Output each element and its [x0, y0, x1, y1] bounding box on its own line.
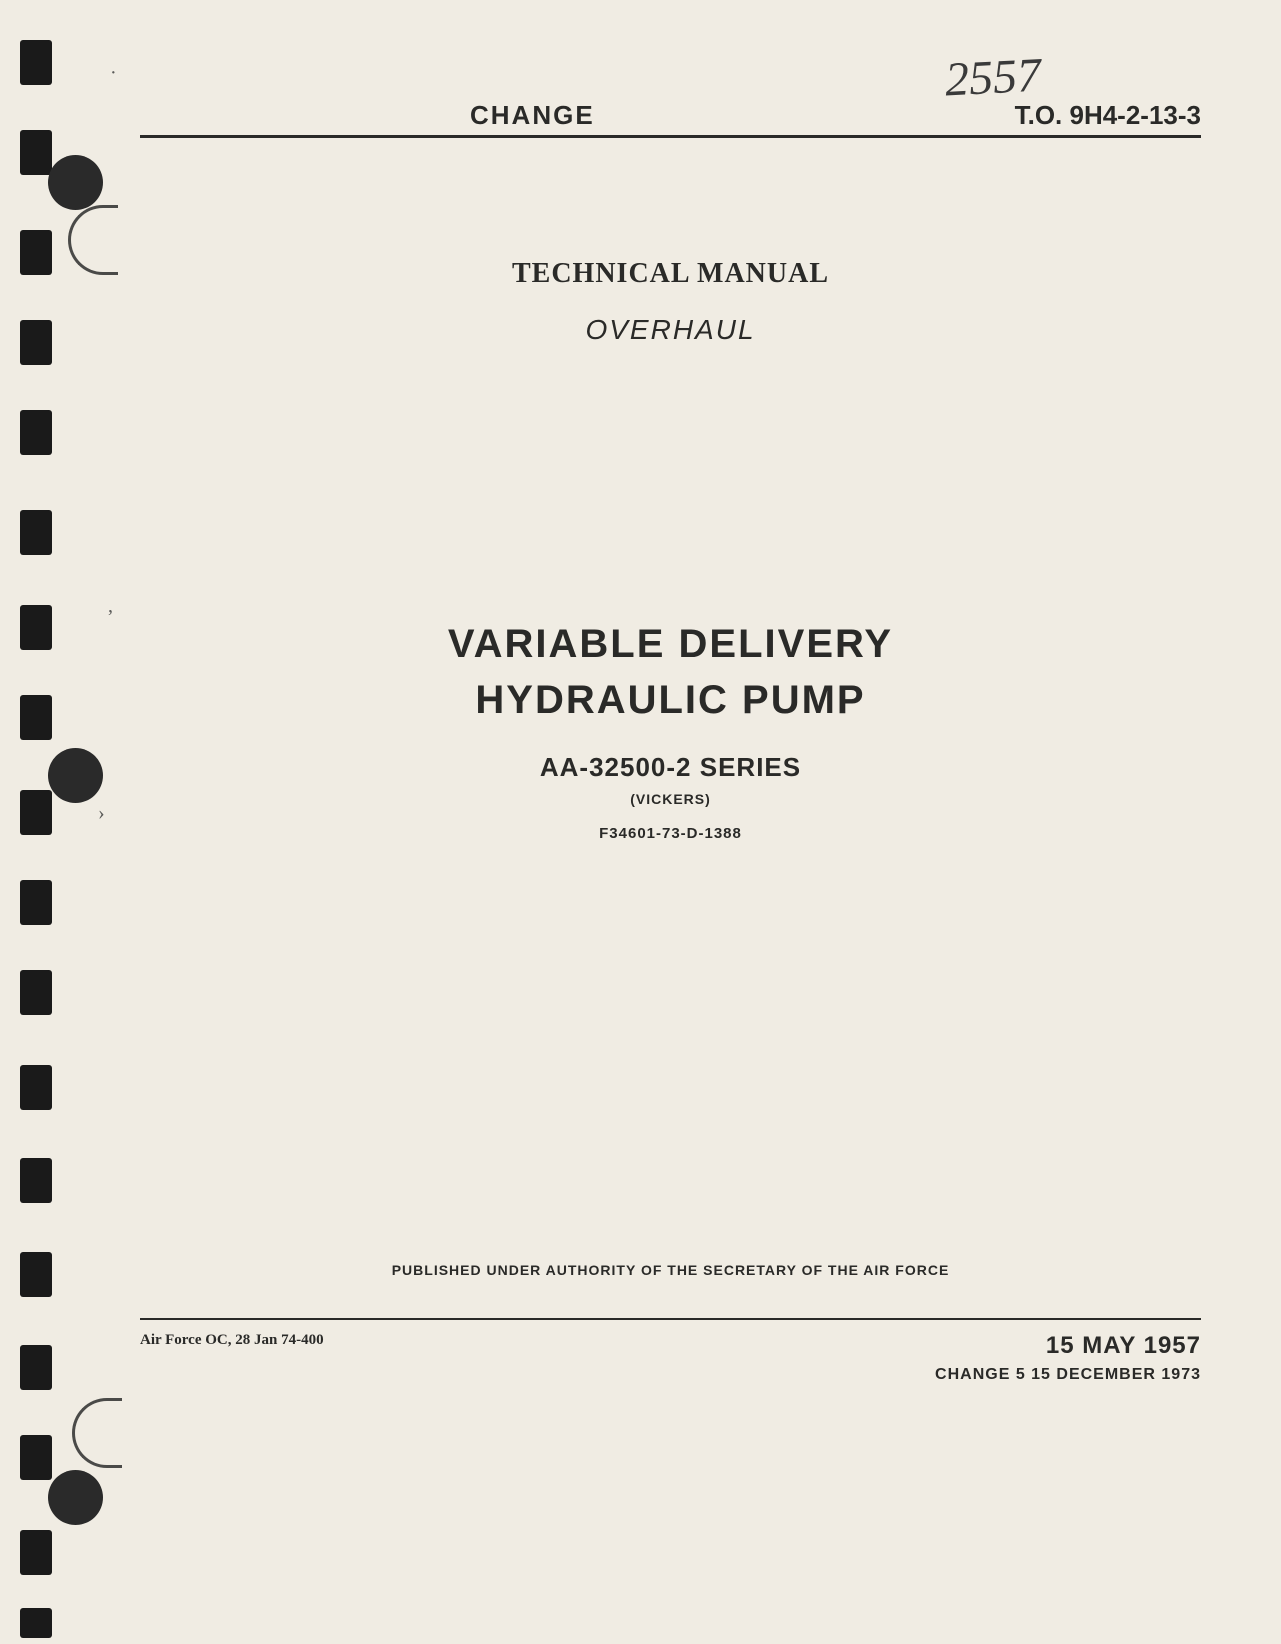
binding-hole	[20, 1158, 52, 1203]
series-number: AA-32500-2 SERIES	[140, 752, 1201, 783]
technical-order-number: T.O. 9H4-2-13-3	[1015, 100, 1201, 131]
footer-dates: 15 MAY 1957 CHANGE 5 15 DECEMBER 1973	[935, 1332, 1201, 1384]
binding-hole	[20, 230, 52, 275]
document-footer: Air Force OC, 28 Jan 74-400 15 MAY 1957 …	[140, 1332, 1201, 1384]
binding-hole	[20, 790, 52, 835]
binding-hole	[20, 40, 52, 85]
footer-distribution: Air Force OC, 28 Jan 74-400	[140, 1332, 324, 1349]
header-rule	[140, 135, 1201, 138]
binding-hole	[20, 880, 52, 925]
punch-hole	[48, 748, 103, 803]
binding-hole	[20, 970, 52, 1015]
binding-hole	[20, 1435, 52, 1480]
publication-date: 15 MAY 1957	[935, 1332, 1201, 1360]
punch-hole	[48, 1470, 103, 1525]
change-label: CHANGE	[470, 100, 595, 131]
document-subtitle: OVERHAUL	[140, 314, 1201, 346]
binding-hole	[20, 1608, 52, 1638]
title-line-2: HYDRAULIC PUMP	[140, 672, 1201, 728]
binding-hole	[20, 1065, 52, 1110]
publication-authority: PUBLISHED UNDER AUTHORITY OF THE SECRETA…	[140, 1262, 1201, 1278]
handwritten-number: 2557	[944, 48, 1043, 108]
document-page: · , › 2557 CHANGE T.O. 9H4-2-13-3 TECHNI…	[0, 0, 1281, 1644]
binding-hole	[20, 320, 52, 365]
contract-number: F34601-73-D-1388	[140, 825, 1201, 842]
binding-hole	[20, 1252, 52, 1297]
binding-hole	[20, 510, 52, 555]
main-title: VARIABLE DELIVERY HYDRAULIC PUMP	[140, 616, 1201, 728]
title-line-1: VARIABLE DELIVERY	[140, 616, 1201, 672]
manufacturer-name: (VICKERS)	[140, 791, 1201, 807]
document-type: TECHNICAL MANUAL	[140, 258, 1201, 290]
binding-hole	[20, 605, 52, 650]
binding-hole	[20, 1345, 52, 1390]
footer-rule	[140, 1318, 1201, 1320]
punch-hole	[48, 155, 103, 210]
document-header: 2557 CHANGE T.O. 9H4-2-13-3	[140, 100, 1201, 131]
binding-hole	[20, 410, 52, 455]
stray-mark: ·	[110, 62, 117, 85]
binding-hole	[20, 130, 52, 175]
binding-hole	[20, 1530, 52, 1575]
change-date: CHANGE 5 15 DECEMBER 1973	[935, 1366, 1201, 1384]
document-content: TECHNICAL MANUAL OVERHAUL VARIABLE DELIV…	[140, 258, 1201, 1278]
stray-mark: ›	[98, 802, 105, 825]
stray-mark: ,	[108, 595, 113, 618]
binding-hole	[20, 695, 52, 740]
